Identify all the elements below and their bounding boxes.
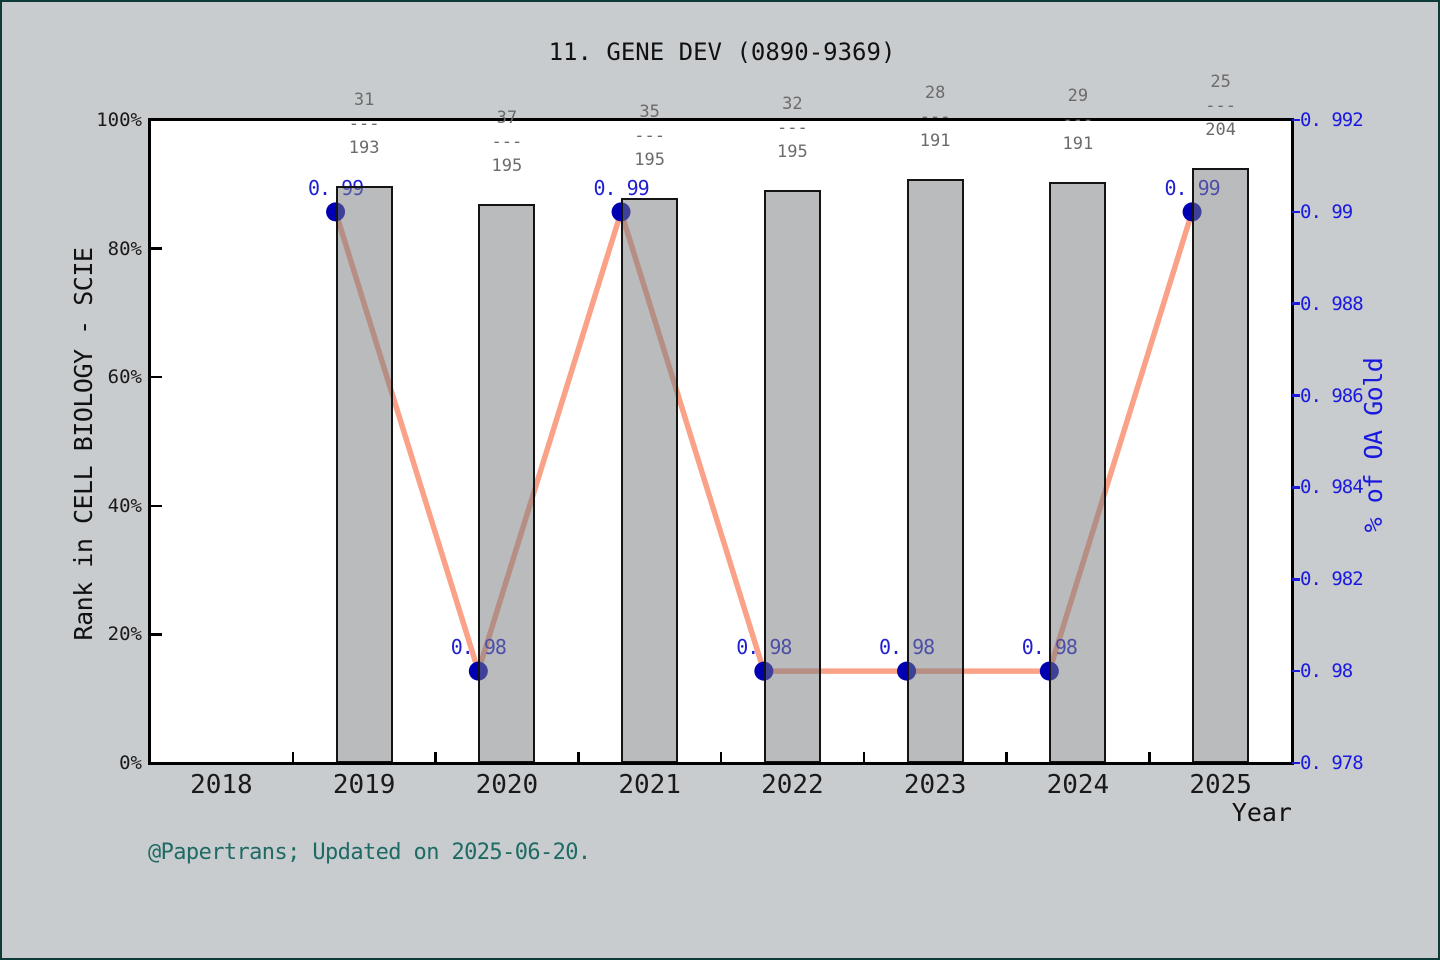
left-tick-label-60: 60%	[107, 366, 142, 389]
x-minor-tick	[719, 752, 723, 763]
right-tick-label: 0. 98	[1300, 660, 1353, 683]
right-tick-label: 0. 984	[1300, 476, 1364, 499]
x-tick-label-2018: 2018	[190, 770, 253, 800]
rank-fraction-label-2024: 29 --- 191	[1062, 85, 1094, 154]
x-tick-label-2025: 2025	[1189, 770, 1252, 800]
rank-fraction-label-2025: 25 --- 204	[1205, 72, 1236, 141]
rank-bar-2024	[1049, 181, 1107, 763]
x-tick-label-2020: 2020	[475, 770, 539, 800]
rank-fraction-label-2022: 32 --- 195	[777, 94, 808, 163]
x-tick-label-2024: 2024	[1046, 770, 1110, 800]
left-tick-label-40: 40%	[107, 494, 142, 517]
right-tick	[1292, 118, 1300, 122]
data-point-label-2021: 0. 99	[593, 175, 649, 200]
x-axis-label: Year	[1231, 798, 1292, 827]
rank-bar-2021	[621, 198, 679, 763]
right-tick-label: 0. 978	[1300, 752, 1364, 774]
plot-area	[150, 120, 1292, 763]
left-tick	[151, 761, 162, 765]
x-tick-label-2023: 2023	[903, 770, 967, 800]
x-minor-tick	[1005, 752, 1008, 763]
right-tick	[1292, 578, 1300, 581]
rank-bar-2020	[478, 204, 536, 763]
right-tick-label: 0. 992	[1300, 109, 1364, 131]
rank-bar-2019	[335, 186, 393, 763]
rank-bar-2025	[1192, 168, 1250, 763]
right-tick	[1292, 761, 1300, 765]
x-minor-tick	[291, 752, 294, 763]
left-y-axis-label: Rank in CELL BIOLOGY - SCIE	[69, 247, 98, 641]
right-tick	[1292, 394, 1300, 397]
x-minor-tick	[434, 752, 437, 763]
rank-fraction-label-2023: 28 --- 191	[919, 82, 951, 151]
right-tick-label: 0. 986	[1300, 384, 1364, 407]
left-tick-label-20: 20%	[107, 623, 142, 646]
right-tick	[1292, 302, 1300, 305]
chart-title: 11. GENE DEV (0890-9369)	[548, 38, 896, 66]
left-tick-label-80: 80%	[107, 237, 142, 260]
right-tick	[1292, 210, 1300, 214]
left-tick	[151, 375, 162, 379]
rank-fraction-label-2019: 31 --- 193	[348, 90, 380, 159]
left-tick	[151, 504, 162, 508]
x-minor-tick	[1148, 752, 1151, 763]
x-minor-tick	[577, 752, 580, 763]
right-tick-label: 0. 982	[1300, 568, 1364, 591]
watermark-footer: @Papertrans; Updated on 2025-06-20.	[148, 840, 591, 865]
right-tick-label: 0. 988	[1300, 292, 1364, 315]
left-tick-label-0: 0%	[119, 752, 142, 774]
x-tick-label-2019: 2019	[332, 770, 396, 800]
rank-bar-2022	[763, 190, 821, 763]
left-tick	[151, 118, 162, 122]
rank-fraction-label-2021: 35 --- 195	[634, 102, 665, 171]
right-tick	[1292, 486, 1300, 489]
x-minor-tick	[862, 752, 865, 763]
x-tick-label-2021: 2021	[618, 770, 681, 800]
left-tick	[151, 633, 162, 636]
right-tick	[1292, 669, 1300, 673]
left-tick	[151, 247, 162, 250]
rank-bar-2023	[906, 178, 964, 763]
right-y-axis-label: % of OA Gold	[1359, 357, 1388, 533]
right-tick-label: 0. 99	[1300, 200, 1353, 223]
left-tick-label-100: 100%	[96, 109, 142, 131]
x-tick-label-2022: 2022	[761, 770, 824, 800]
rank-fraction-label-2020: 37 --- 195	[491, 108, 523, 177]
